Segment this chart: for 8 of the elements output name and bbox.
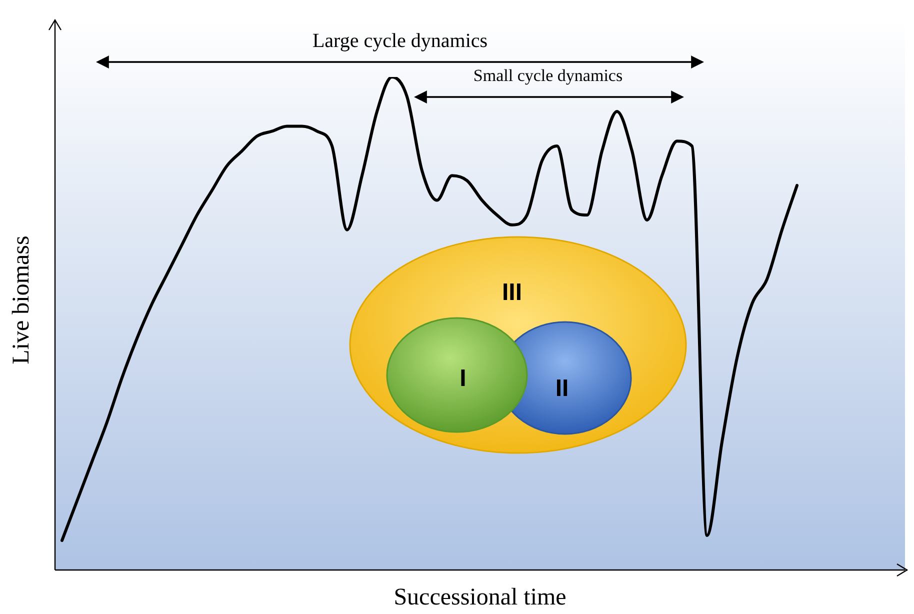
annotation: I xyxy=(460,365,466,392)
text: Large cycle dynamics xyxy=(312,30,488,53)
annotation: II xyxy=(555,375,569,402)
x-axis-title: Successional time xyxy=(394,584,566,610)
y-axis-title: Live biomass xyxy=(8,236,34,364)
annotation: Small cycle dynamics xyxy=(473,66,623,86)
venn-diagram: III I II xyxy=(349,236,687,454)
annotation: III xyxy=(502,279,522,306)
